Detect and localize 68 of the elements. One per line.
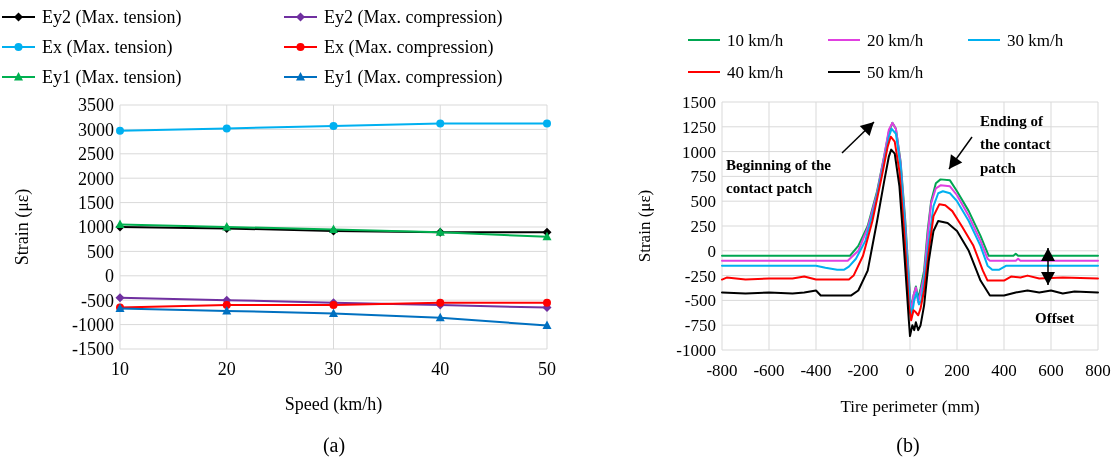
y-tick-label: -1500 [72,339,114,360]
y-tick-label: 2000 [78,168,114,189]
point [542,320,552,330]
y-tick-label: 1500 [682,92,716,112]
y-tick-label: 1250 [682,117,716,137]
legend-label: Ex (Max. compression) [324,37,494,59]
x-tick-label: -800 [706,361,738,380]
legend-label: Ey2 (Max. compression) [324,7,503,29]
x-axis-title: Speed (km/h) [284,394,383,415]
y-tick-label: 3500 [78,95,114,116]
annotation: Ending of the contact patch [980,113,1051,176]
point [436,119,445,128]
legend-label: 40 km/h [727,62,784,82]
y-tick-label: -250 [684,266,716,286]
x-tick-label: 50 [538,359,556,379]
y-axis-title: Strain (με) [635,189,654,263]
y-tick-label: 500 [87,241,114,262]
y-tick-label: 1000 [78,217,114,238]
x-tick-label: 10 [111,359,129,379]
x-tick-label: 800 [1085,361,1111,380]
y-tick-label: 3000 [78,119,114,140]
point [329,121,338,130]
point [543,298,551,307]
legend-label: Ey1 (Max. compression) [324,67,503,89]
legend-label: Ey2 (Max. tension) [42,7,182,29]
legend-label: 10 km/h [727,30,784,50]
legend-label: Ex (Max. tension) [42,37,173,59]
point [222,305,232,315]
x-tick-label: -200 [847,361,879,380]
point [542,231,552,241]
y-axis-title: Strain (με) [12,188,33,266]
y-tick-label: -500 [684,291,716,311]
legend-label: 30 km/h [1007,30,1064,50]
y-tick-label: -1000 [72,314,114,335]
y-tick-label: 250 [690,216,716,236]
x-tick-label: 30 [324,359,343,379]
point [222,124,231,133]
annotation: Offset [1035,310,1075,326]
x-tick-label: 20 [217,359,236,379]
x-tick-label: -400 [800,361,832,380]
point [543,119,551,128]
legend-label: Ey1 (Max. tension) [42,67,182,89]
x-tick-label: 200 [944,361,970,380]
y-tick-label: 750 [690,167,716,187]
y-tick-label: 0 [105,266,114,287]
y-tick-label: -750 [684,316,716,336]
y-tick-label: 1500 [78,192,114,213]
text: (a) [322,434,346,457]
y-tick-label: 1000 [682,142,716,162]
annotation: Beginning of the contact patch [726,157,832,197]
text: (b) [896,434,920,457]
x-tick-label: 600 [1038,361,1064,380]
x-tick-label: 0 [905,361,915,380]
x-tick-label: 40 [431,359,450,379]
y-tick-label: 500 [690,192,716,212]
point [116,126,124,135]
point [329,308,338,317]
legend-label: 20 km/h [867,30,924,50]
legend-label: 50 km/h [867,62,924,82]
point [435,312,445,322]
point [115,293,125,303]
x-tick-label: -600 [753,361,785,380]
x-tick-label: 400 [991,361,1017,380]
y-tick-label: -500 [81,290,114,311]
y-tick-label: -1000 [676,340,716,360]
y-tick-label: 0 [707,241,716,261]
x-axis-title: Tire perimeter (mm) [840,397,980,416]
y-tick-label: 2500 [78,144,114,165]
